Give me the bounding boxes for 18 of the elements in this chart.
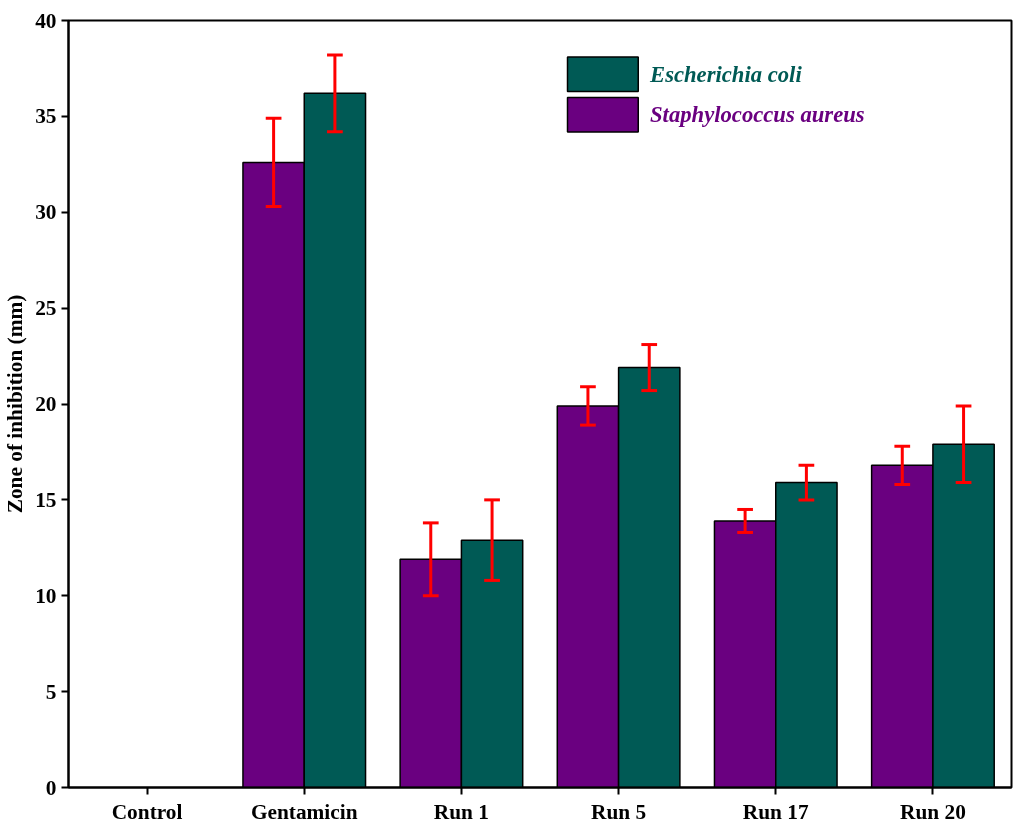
x-tick-label: Control: [111, 799, 183, 824]
y-tick-label: 5: [45, 679, 57, 704]
legend-label: Staphylococcus aureus: [650, 102, 865, 128]
x-tick-label: Run 5: [591, 799, 647, 824]
y-tick-label: 35: [35, 104, 57, 129]
x-tick-label: Run 17: [742, 799, 809, 824]
x-tick-label: Run 20: [900, 799, 966, 824]
y-tick-label: 10: [35, 583, 57, 608]
y-tick-label: 0: [45, 775, 57, 800]
legend-label: Escherichia coli: [649, 61, 803, 87]
y-tick-label: 25: [35, 296, 57, 321]
x-tick-label: Run 1: [433, 799, 489, 824]
y-tick-label: 15: [35, 487, 57, 512]
y-tick-label: 30: [35, 200, 57, 225]
y-axis-title: Zone of inhibition (mm): [3, 294, 28, 514]
x-tick-label: Gentamicin: [250, 799, 358, 824]
y-tick-label: 40: [35, 8, 57, 33]
y-tick-label: 20: [35, 392, 57, 416]
